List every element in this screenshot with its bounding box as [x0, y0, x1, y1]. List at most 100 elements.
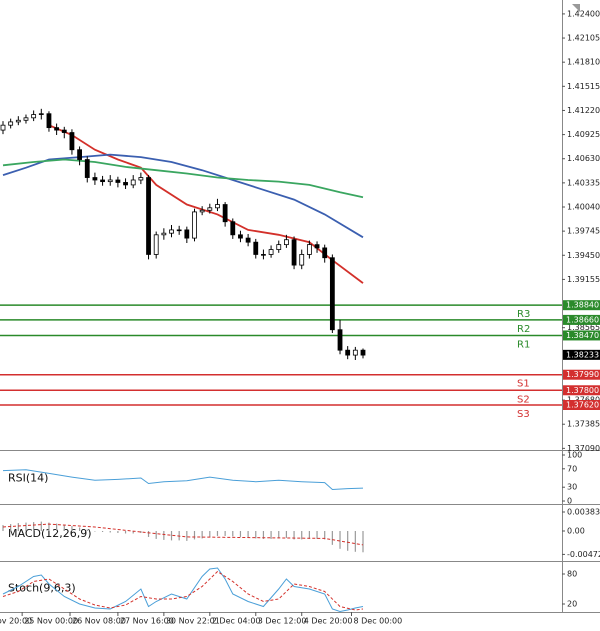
histogram-bar [163, 530, 165, 540]
histogram-bar [63, 524, 65, 531]
histogram-bar [232, 530, 234, 537]
histogram-bar [255, 530, 257, 539]
histogram-bar [33, 522, 35, 531]
histogram-bar [316, 530, 318, 539]
y-tick-label: 1.41220 [567, 106, 600, 115]
candle-body [0, 124, 6, 131]
candle-body [169, 229, 174, 234]
y-tick-label: -0.004728 [567, 550, 600, 559]
x-tick-label: 30 Nov 22:01 [166, 617, 220, 626]
y-tick-label: 1.42400 [567, 9, 600, 18]
histogram-bar [78, 527, 81, 531]
x-tick-label: 8 Dec 00:00 [354, 617, 403, 626]
x-tick-label: 4 Dec 20:00 [304, 617, 353, 626]
x-tick-label: 26 Nov 08:00 [72, 617, 126, 626]
y-tick-label: 1.40040 [567, 203, 600, 212]
histogram-bar [109, 530, 111, 533]
price-label: 1.38233 [566, 350, 599, 359]
histogram-bar [324, 530, 326, 540]
candle-body [276, 244, 282, 250]
histogram-bar [101, 530, 104, 532]
y-tick-label: 20 [567, 600, 577, 609]
indicator-line [2, 567, 364, 613]
histogram-bar [354, 530, 356, 552]
level-value: 1.37620 [566, 401, 599, 410]
histogram-bar [201, 530, 203, 539]
level-name: S2 [517, 394, 530, 405]
candle-body [61, 129, 67, 133]
x-tick-label: 27 Nov 16:00 [120, 617, 174, 626]
candle-body [199, 209, 205, 213]
y-tick-label: 1.42105 [567, 34, 600, 43]
indicator-line [2, 469, 364, 491]
candle-body [176, 229, 182, 232]
histogram-bar [40, 521, 42, 531]
x-tick-label: 2 Dec 04:00 [212, 617, 261, 626]
indicator-line [2, 570, 364, 611]
y-tick-label: 0.003838 [567, 507, 600, 516]
candle-body [46, 113, 52, 129]
candle-body [238, 234, 243, 239]
histogram-bar [140, 530, 142, 533]
histogram-bar [56, 523, 58, 531]
panel-title: Stoch(9,6,3) [8, 582, 76, 595]
candle-body [322, 247, 328, 259]
histogram-bar [10, 524, 12, 531]
level-value: 1.37800 [566, 386, 599, 395]
histogram-bar [209, 530, 211, 538]
histogram-bar [293, 530, 295, 540]
histogram-bar [155, 530, 157, 539]
candle-body [23, 117, 29, 121]
level-name: R1 [517, 339, 530, 350]
histogram-bar [71, 526, 73, 531]
candle-body [15, 119, 21, 123]
candle-body [130, 179, 136, 186]
candle-body [306, 244, 312, 255]
level-box [563, 400, 600, 410]
candle-body [153, 234, 159, 255]
candle-body [207, 207, 213, 211]
y-tick-label: 1.39745 [567, 227, 600, 236]
histogram-bar [362, 530, 364, 553]
histogram-bar [224, 530, 226, 536]
candle-body [245, 237, 251, 243]
y-tick-label: 1.40630 [567, 154, 600, 163]
histogram-bar [48, 522, 50, 531]
y-tick-label: 80 [567, 570, 577, 579]
candle-body [138, 177, 144, 181]
candle-body [345, 349, 351, 356]
histogram-bar [193, 530, 196, 540]
histogram-bar [17, 523, 19, 531]
y-tick-label: 1.39155 [567, 275, 600, 284]
y-tick-label: 70 [567, 464, 577, 473]
level-value: 1.38470 [566, 331, 599, 340]
indicator-line [2, 153, 364, 239]
indicator-line [2, 158, 364, 199]
candle-body [192, 211, 197, 239]
level-name: R3 [517, 309, 530, 320]
histogram-bar [25, 522, 27, 531]
candle-body [360, 349, 366, 356]
histogram-bar [94, 530, 96, 532]
histogram-bar [124, 530, 127, 534]
level-name: S1 [517, 379, 530, 390]
candle-body [261, 254, 266, 256]
candle-body [107, 179, 113, 183]
candle-body [314, 244, 320, 249]
histogram-bar [132, 530, 134, 534]
candle-body [115, 179, 121, 183]
y-tick-label: 1.37090 [567, 444, 600, 453]
candle-body [146, 177, 151, 255]
panel-title: RSI(14) [8, 472, 48, 485]
histogram-bar [339, 530, 341, 549]
candle-body [337, 329, 343, 351]
y-tick-label: 0.00 [567, 526, 585, 535]
y-tick-label: 1.40925 [567, 130, 600, 139]
histogram-bar [347, 530, 349, 551]
histogram-bar [117, 530, 119, 533]
candle-body [329, 257, 335, 331]
histogram-bar [186, 530, 188, 541]
